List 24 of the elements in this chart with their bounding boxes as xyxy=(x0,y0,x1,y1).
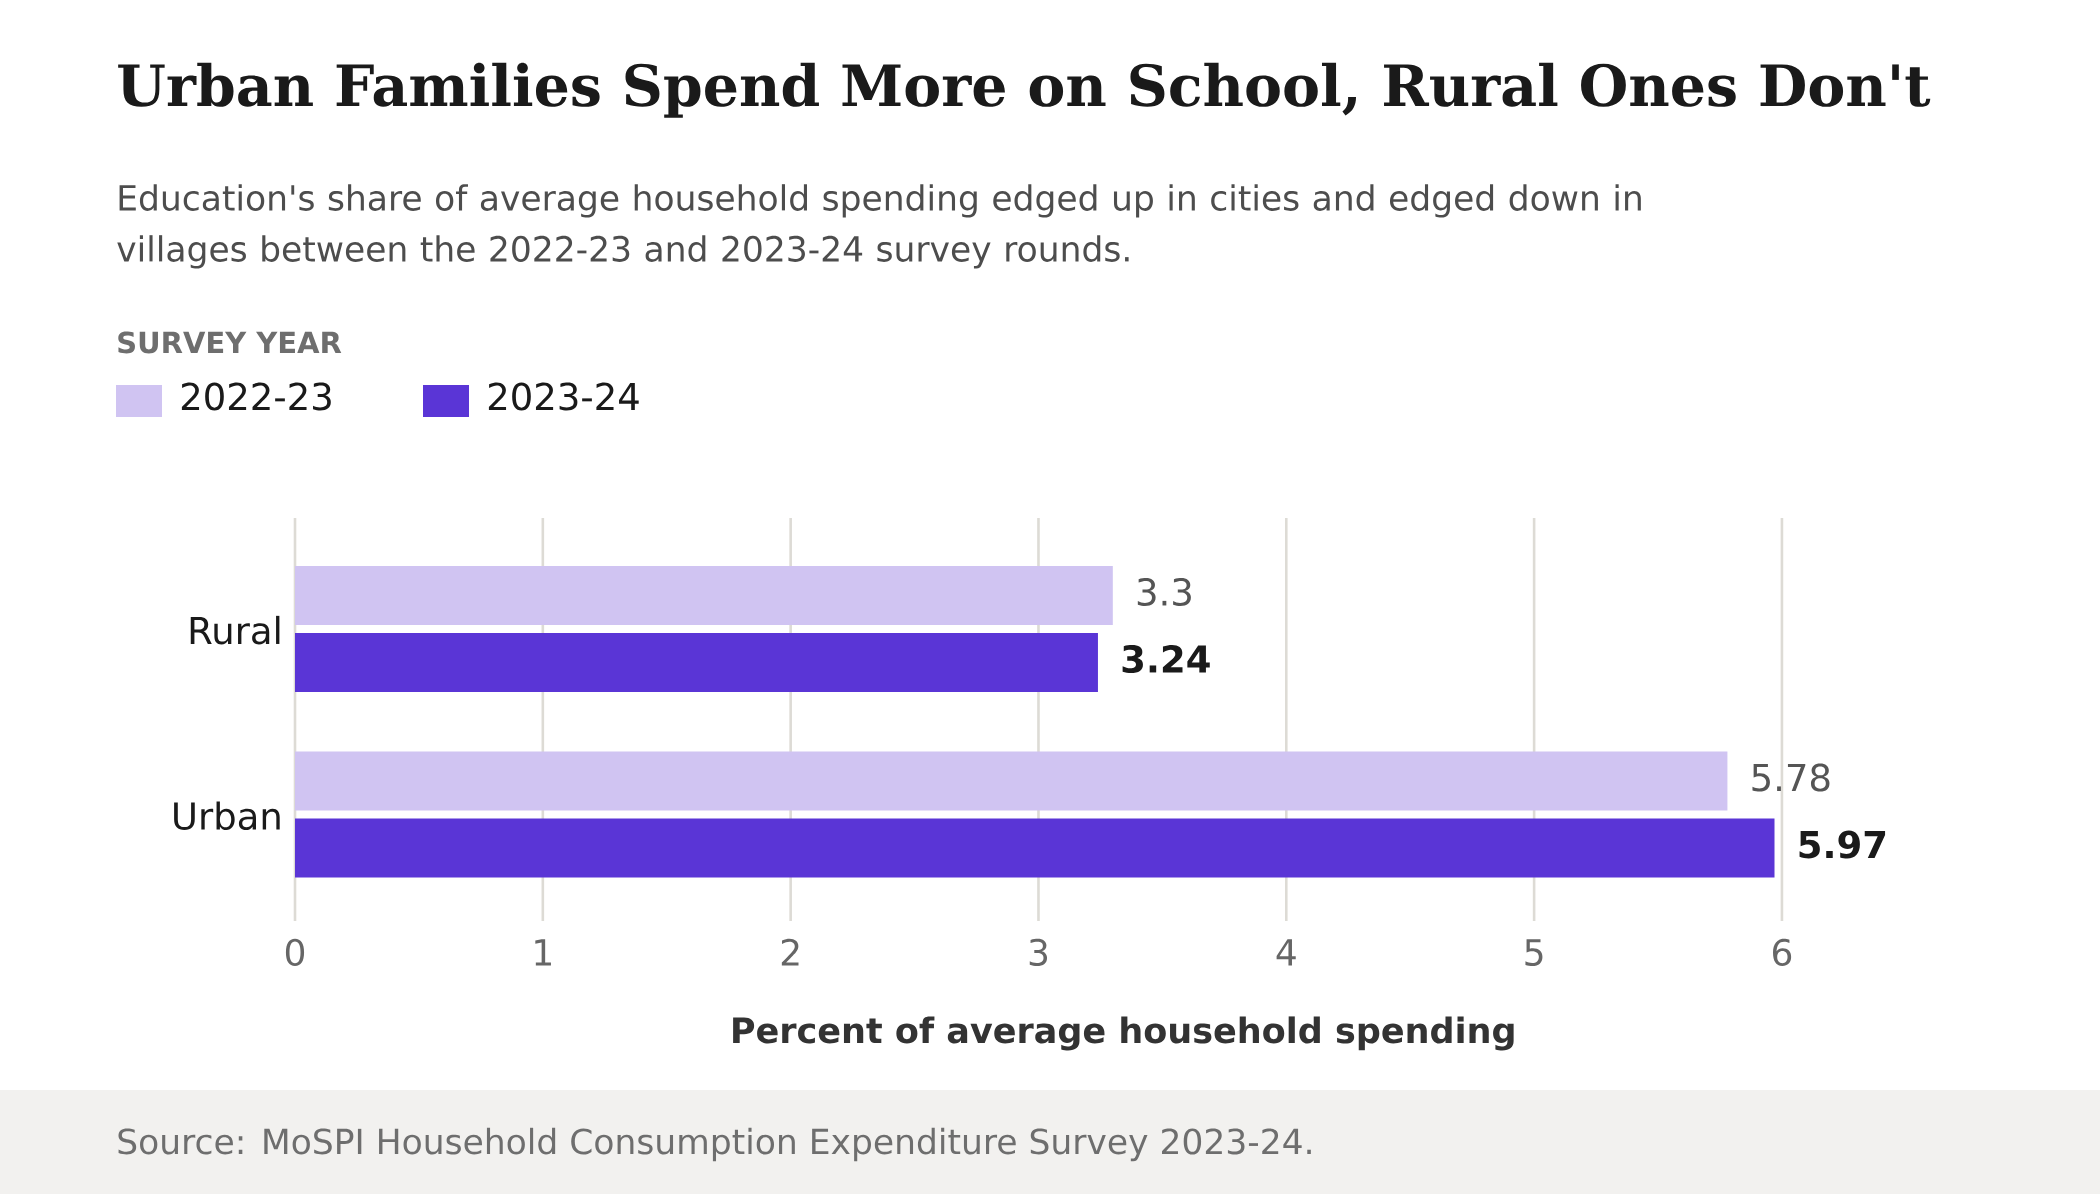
x-tick-label: 0 xyxy=(285,938,305,967)
data-label: 3.24 xyxy=(1122,644,1210,673)
y-tick-label: Rural xyxy=(190,615,280,645)
y-tick-label: Urban xyxy=(174,801,280,831)
bar xyxy=(295,632,1098,692)
x-tick-label: 2 xyxy=(781,938,799,966)
legend-label: 2022-23 xyxy=(181,382,331,411)
chart-subtitle: Education's share of average household spending edged up in cities and edged down in villages between the 2022-23 and 2023-24 survey rounds. xyxy=(117,184,1641,269)
data-label: 5.78 xyxy=(1752,763,1830,792)
data-label: 3.3 xyxy=(1137,577,1191,606)
x-tick-label: 1 xyxy=(535,939,551,966)
bar xyxy=(295,818,1775,878)
x-tick-label: 5 xyxy=(1525,939,1543,967)
legend-title: SURVEY YEAR xyxy=(118,331,342,354)
x-tick-label: 3 xyxy=(1029,938,1048,967)
x-axis-title: Percent of average household spending xyxy=(733,1016,1514,1051)
legend-label: 2023-24 xyxy=(488,382,639,411)
chart-title: Urban Families Spend More on School, Rural Ones Don't xyxy=(118,62,1931,118)
bar xyxy=(295,565,1113,625)
data-label: 5.97 xyxy=(1799,830,1886,859)
source-note: Source: MoSPI Household Consumption Expenditure Survey 2023-24. xyxy=(118,1127,1311,1162)
bar xyxy=(295,751,1728,811)
x-tick-label: 6 xyxy=(1773,938,1792,967)
x-tick-label: 4 xyxy=(1276,939,1296,966)
